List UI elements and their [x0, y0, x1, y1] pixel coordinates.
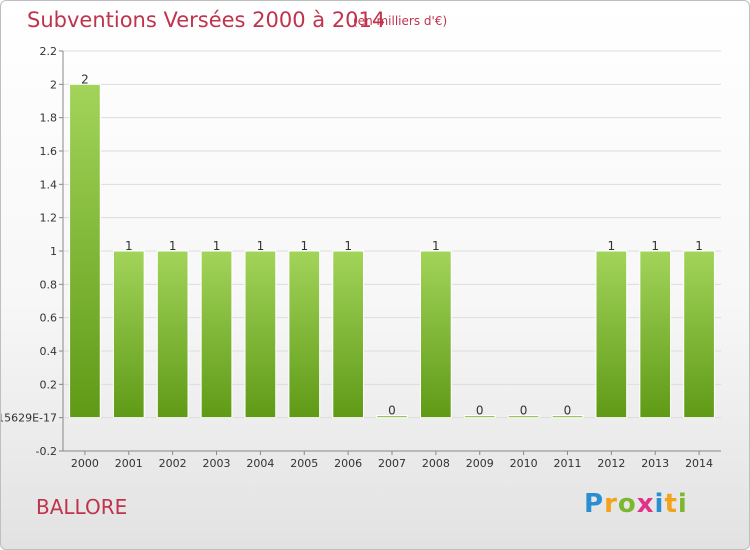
bar[interactable]	[683, 250, 715, 419]
y-tick-label: -15629E-17	[1, 412, 57, 425]
x-tick-label: 2003	[203, 457, 231, 470]
axes: 2.2 2 1.8 1.6 1.4 1.2 1 0.8 0.6 0.4 0.2 -15629E-17 -…	[1, 45, 721, 470]
logo-letter: t	[664, 489, 678, 519]
y-tick-label: 1.8	[40, 112, 58, 125]
logo-letter: o	[617, 489, 637, 519]
y-tick-label: 1	[50, 245, 57, 258]
x-tick-label: 2005	[290, 457, 318, 470]
x-tick-label: 2010	[510, 457, 538, 470]
logo-letter: P	[584, 489, 605, 519]
bar[interactable]	[595, 250, 628, 419]
chart-title: Subventions Versées 2000 à 2014	[27, 8, 386, 32]
bar-data-label: 1	[300, 239, 308, 253]
proxiti-logo[interactable]: Proxiti	[584, 489, 688, 519]
bar-data-label: 0	[564, 404, 572, 418]
commune-name: BALLORE	[36, 495, 128, 519]
x-tick-label: 2014	[685, 457, 713, 470]
bars: 2 1 1 1 1 1 1 0 1 0 0 0 1 1 1	[69, 72, 715, 419]
bar[interactable]	[420, 250, 452, 419]
bar-data-label: 0	[520, 404, 528, 418]
x-tick-label: 2000	[71, 457, 99, 470]
bar[interactable]	[69, 83, 101, 419]
bar[interactable]	[156, 250, 189, 419]
x-tick-label: 2013	[641, 457, 669, 470]
y-tick-label: 0.4	[40, 345, 58, 358]
y-tick-label: 2.2	[40, 45, 58, 58]
x-tick-label: 2002	[159, 457, 187, 470]
bar[interactable]	[332, 250, 364, 419]
bar[interactable]	[551, 415, 584, 419]
bar-data-label: 1	[432, 239, 440, 253]
bar[interactable]	[507, 415, 540, 419]
bar-data-label: 2	[81, 72, 89, 86]
bar-data-label: 1	[608, 239, 616, 253]
bar[interactable]	[463, 415, 496, 419]
x-tick-label: 2004	[246, 457, 274, 470]
bar-data-label: 1	[651, 239, 659, 253]
y-tick-label: 0.2	[40, 378, 58, 391]
y-tick-label: 0.8	[40, 278, 58, 291]
y-tick-label: 0.6	[40, 312, 58, 325]
bar-data-label: 1	[257, 239, 265, 253]
y-tick-label: 2	[50, 78, 57, 91]
x-tick-label: 2012	[597, 457, 625, 470]
y-tick-label: 1.6	[40, 145, 58, 158]
x-tick-label: 2007	[378, 457, 406, 470]
x-tick-label: 2009	[466, 457, 494, 470]
logo-letter: x	[636, 489, 655, 519]
bar[interactable]	[288, 250, 321, 419]
bar-data-label: 1	[695, 239, 703, 253]
bar-data-label: 1	[344, 239, 352, 253]
bar-data-label: 0	[476, 404, 484, 418]
logo-letter: r	[604, 489, 618, 519]
x-tick-label: 2008	[422, 457, 450, 470]
logo-letter: i	[677, 489, 688, 519]
bar[interactable]	[244, 250, 277, 419]
chart-subtitle: (en milliers d'€)	[353, 14, 448, 28]
bar[interactable]	[639, 250, 672, 419]
bar-data-label: 0	[388, 404, 396, 418]
x-tick-label: 2001	[115, 457, 143, 470]
y-tick-label: -0.2	[36, 445, 57, 458]
logo-letter: i	[654, 489, 665, 519]
bar-data-label: 1	[125, 239, 133, 253]
y-tick-label: 1.2	[40, 212, 58, 225]
bar[interactable]	[376, 415, 408, 419]
bar-data-label: 1	[213, 239, 221, 253]
bar-data-label: 1	[169, 239, 177, 253]
x-tick-label: 2006	[334, 457, 362, 470]
x-tick-label: 2011	[553, 457, 581, 470]
y-tick-label: 1.4	[40, 178, 58, 191]
bar[interactable]	[200, 250, 233, 419]
bar[interactable]	[112, 250, 145, 419]
